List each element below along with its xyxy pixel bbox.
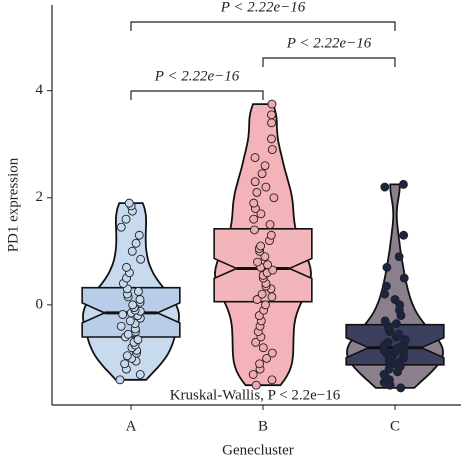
point	[249, 214, 259, 224]
point	[263, 260, 273, 270]
point	[127, 246, 137, 256]
point	[134, 230, 144, 240]
point	[251, 380, 261, 390]
point	[394, 252, 404, 262]
comparison-label: P < 2.22e−16	[154, 68, 240, 84]
x-tick-label: C	[390, 418, 400, 434]
point	[267, 145, 277, 155]
comparison-label: P < 2.22e−16	[220, 0, 306, 15]
point	[260, 252, 270, 262]
point	[124, 198, 134, 208]
point	[391, 319, 401, 329]
point	[268, 265, 278, 275]
point	[135, 295, 145, 304]
point	[266, 230, 276, 240]
point	[269, 193, 279, 203]
point	[267, 375, 277, 385]
point	[261, 182, 271, 192]
point	[256, 209, 266, 219]
x-tick-label: A	[126, 418, 137, 434]
bracket	[262, 57, 396, 67]
point	[128, 300, 138, 310]
point	[133, 287, 143, 296]
point	[251, 337, 261, 347]
point	[136, 254, 146, 264]
point	[121, 214, 131, 224]
point	[400, 335, 410, 345]
point	[261, 300, 270, 310]
y-tick-label: 4	[36, 82, 44, 98]
point	[250, 153, 260, 163]
x-axis-label: Genecluster	[222, 442, 294, 458]
point	[257, 169, 267, 179]
point	[399, 230, 409, 240]
y-tick-label: 2	[36, 189, 44, 205]
point	[255, 359, 265, 369]
point	[382, 262, 392, 272]
point	[135, 370, 145, 379]
point	[249, 198, 259, 208]
point	[118, 310, 128, 319]
point	[267, 118, 277, 128]
point	[125, 316, 135, 326]
point	[256, 241, 266, 251]
point	[383, 337, 393, 347]
point	[116, 321, 126, 331]
x-tick-label: B	[258, 418, 268, 434]
point	[120, 359, 130, 369]
point	[253, 257, 262, 267]
point	[115, 375, 125, 385]
point	[122, 351, 132, 361]
point	[123, 329, 133, 339]
point	[252, 295, 262, 304]
point	[260, 161, 270, 171]
point	[267, 110, 276, 120]
point	[262, 353, 272, 363]
bracket	[130, 90, 264, 100]
point	[248, 370, 258, 379]
point	[267, 292, 277, 302]
point	[265, 220, 275, 229]
point	[381, 281, 391, 291]
point	[267, 134, 276, 144]
point	[257, 289, 267, 299]
point	[380, 182, 390, 192]
comparison-label: P < 2.22e−16	[286, 35, 372, 51]
point	[396, 383, 406, 393]
point	[252, 187, 262, 197]
y-axis-label: PD1 expression	[5, 157, 21, 252]
bracket	[130, 21, 396, 31]
point	[122, 262, 131, 272]
point	[258, 343, 268, 353]
test-label: Kruskal-Wallis, P < 2.2e−16	[170, 387, 341, 403]
y-tick-label: 0	[36, 296, 44, 312]
point	[398, 179, 408, 189]
point	[390, 295, 400, 304]
point	[116, 222, 126, 232]
point	[394, 329, 404, 339]
point	[250, 177, 260, 187]
point	[133, 335, 143, 345]
point	[131, 238, 141, 248]
point	[267, 99, 277, 109]
point	[267, 348, 277, 358]
point	[379, 370, 389, 379]
point	[249, 225, 259, 235]
point	[380, 316, 390, 326]
point	[399, 273, 409, 283]
point	[380, 289, 390, 299]
